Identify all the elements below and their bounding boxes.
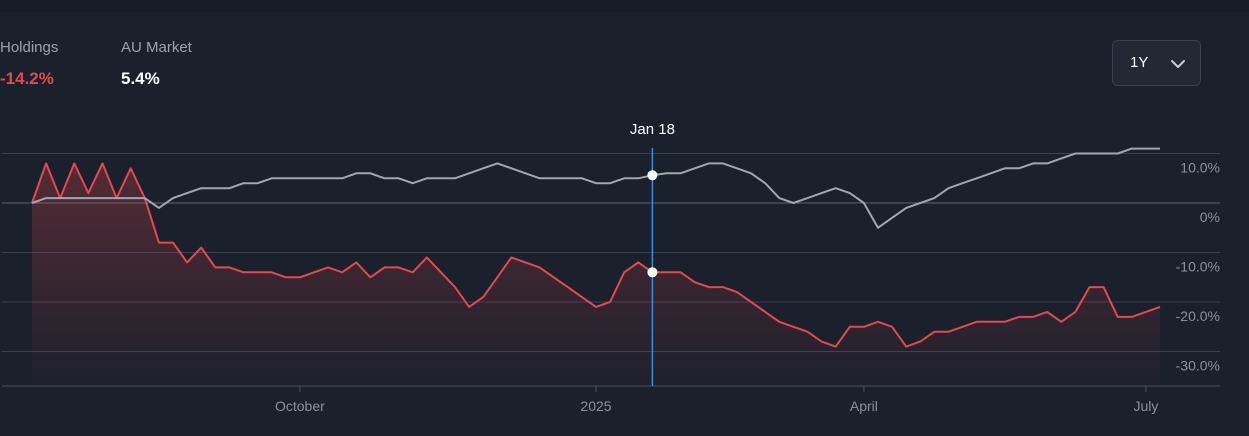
- holdings-label: Holdings: [0, 39, 59, 56]
- y-tick-label: 0%: [1200, 209, 1220, 225]
- market-legend: AU Market 5.4%: [121, 38, 192, 91]
- y-tick-label: 10.0%: [1180, 160, 1220, 176]
- holdings-hover-point: [647, 267, 658, 278]
- top-bar: [0, 0, 1249, 12]
- y-tick-label: -10.0%: [1176, 259, 1220, 275]
- x-tick-label: October: [275, 398, 325, 414]
- holdings-legend: Holdings -14.2%: [0, 38, 58, 91]
- market-line: [31, 147, 1160, 229]
- period-selected-label: 1Y: [1130, 54, 1149, 71]
- holdings-line: [31, 162, 1161, 348]
- holdings-area: [32, 163, 1160, 386]
- market-hover-point: [647, 170, 658, 181]
- y-tick-label: -20.0%: [1176, 308, 1220, 324]
- y-tick-label: -30.0%: [1176, 358, 1220, 374]
- market-label: AU Market: [121, 39, 192, 56]
- holdings-return-value: -14.2%: [0, 69, 54, 88]
- chevron-down-icon: [1171, 60, 1185, 68]
- x-tick-label: July: [1133, 398, 1158, 414]
- period-select[interactable]: 1Y: [1112, 40, 1201, 86]
- hover-date-label: Jan 18: [630, 121, 675, 138]
- x-tick-label: April: [850, 398, 878, 414]
- x-tick-label: 2025: [580, 398, 611, 414]
- market-return-value: 5.4%: [121, 69, 160, 88]
